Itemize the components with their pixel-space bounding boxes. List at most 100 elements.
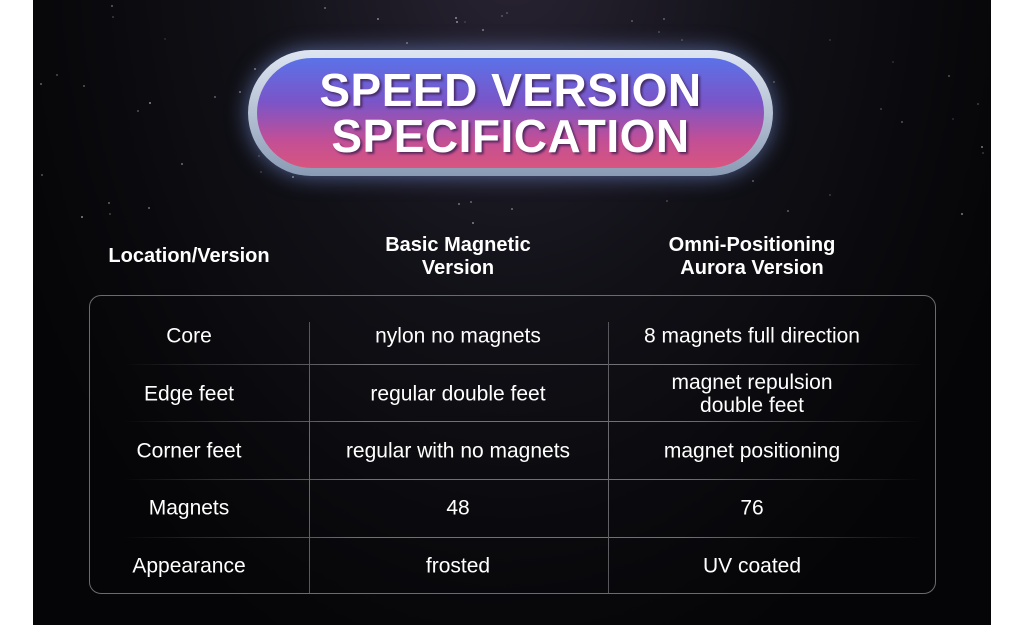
star — [773, 80, 776, 83]
cell-text: frosted — [425, 554, 491, 578]
star — [981, 146, 984, 149]
title-line-2: SPECIFICATION — [331, 110, 690, 162]
omni-value: UV coated — [703, 555, 801, 578]
cell-text: Magnets — [148, 496, 230, 520]
star — [39, 82, 42, 85]
star — [901, 121, 903, 124]
star — [472, 222, 475, 225]
header-text: Version — [421, 257, 495, 279]
star — [665, 200, 668, 202]
star — [662, 17, 665, 20]
cell-text: double feet — [700, 394, 804, 417]
header-text: Basic Magnetic — [385, 234, 531, 256]
cell-text: Edge feet — [144, 382, 234, 406]
header-text: Location/Version — [108, 245, 270, 267]
star — [891, 60, 894, 63]
star — [291, 176, 294, 179]
star — [681, 38, 684, 41]
cell-text: Appearance — [132, 554, 246, 578]
omni-value: 76 — [740, 497, 763, 520]
star — [464, 20, 467, 23]
star — [259, 170, 262, 173]
star — [948, 74, 951, 77]
cell-text: magnet positioning — [663, 439, 841, 463]
star — [148, 206, 151, 209]
cell-text: 48 — [446, 496, 470, 520]
star — [180, 162, 183, 165]
star — [500, 14, 503, 17]
header-text: Aurora Version — [680, 257, 824, 279]
star — [879, 108, 882, 111]
row-divider — [123, 364, 923, 365]
star — [658, 31, 661, 34]
star — [960, 213, 963, 216]
star — [82, 84, 85, 87]
cell-text: magnet repulsion — [671, 371, 833, 394]
omni-value: magnet repulsion double feet — [671, 371, 832, 417]
cell-text: 8 magnets full direction — [644, 324, 860, 348]
star — [109, 213, 112, 216]
star — [214, 96, 217, 99]
star — [163, 37, 166, 40]
basic-value: frosted — [426, 555, 490, 578]
cell-text: regular with no magnets — [345, 439, 571, 463]
star — [752, 179, 755, 182]
row-label: Corner feet — [136, 440, 241, 463]
row-label: Magnets — [149, 497, 230, 520]
star — [482, 28, 485, 31]
header-text: Omni-Positioning — [668, 234, 836, 256]
star — [458, 202, 461, 205]
header-basic: Basic Magnetic Version — [318, 234, 598, 280]
column-divider — [309, 322, 310, 593]
star — [80, 215, 83, 218]
cell-text: 76 — [740, 496, 764, 520]
star — [56, 74, 59, 77]
star — [111, 4, 114, 7]
basic-value: regular double feet — [370, 383, 545, 406]
star — [324, 6, 327, 9]
star — [981, 151, 984, 154]
star — [148, 102, 151, 105]
basic-value: 48 — [446, 497, 469, 520]
star — [258, 154, 261, 157]
cell-text: regular double feet — [370, 382, 546, 406]
basic-value: nylon no magnets — [375, 325, 541, 348]
title-line-1: SPEED VERSION — [319, 64, 702, 116]
star — [108, 202, 111, 205]
row-divider — [123, 537, 923, 538]
star — [952, 118, 955, 121]
star — [377, 17, 380, 20]
star — [470, 200, 473, 203]
cell-text: Core — [166, 324, 212, 348]
cell-text: Corner feet — [136, 439, 242, 463]
row-label: Appearance — [132, 555, 245, 578]
basic-value: regular with no magnets — [346, 440, 570, 463]
star — [239, 90, 242, 93]
star — [112, 15, 115, 18]
star — [787, 210, 790, 213]
row-divider — [123, 479, 923, 480]
star — [41, 173, 44, 176]
star — [506, 11, 509, 14]
star — [455, 20, 458, 23]
header-omni: Omni-Positioning Aurora Version — [612, 234, 892, 280]
title-badge: SPEED VERSION SPECIFICATION — [248, 50, 773, 176]
star — [977, 102, 980, 105]
row-divider — [123, 421, 923, 422]
star — [510, 208, 513, 211]
star — [137, 109, 140, 112]
star — [828, 193, 831, 196]
omni-value: 8 magnets full direction — [644, 325, 860, 348]
column-divider — [608, 322, 609, 593]
star — [630, 19, 633, 22]
spec-banner: SPEED VERSION SPECIFICATION Location/Ver… — [33, 0, 991, 625]
star — [253, 68, 256, 71]
row-label: Edge feet — [144, 383, 234, 406]
cell-text: nylon no magnets — [375, 324, 541, 348]
star — [454, 17, 457, 20]
star — [828, 38, 831, 41]
row-label: Core — [166, 325, 212, 348]
spec-table — [89, 295, 936, 594]
cell-text: UV coated — [702, 554, 802, 578]
header-location: Location/Version — [73, 245, 305, 268]
